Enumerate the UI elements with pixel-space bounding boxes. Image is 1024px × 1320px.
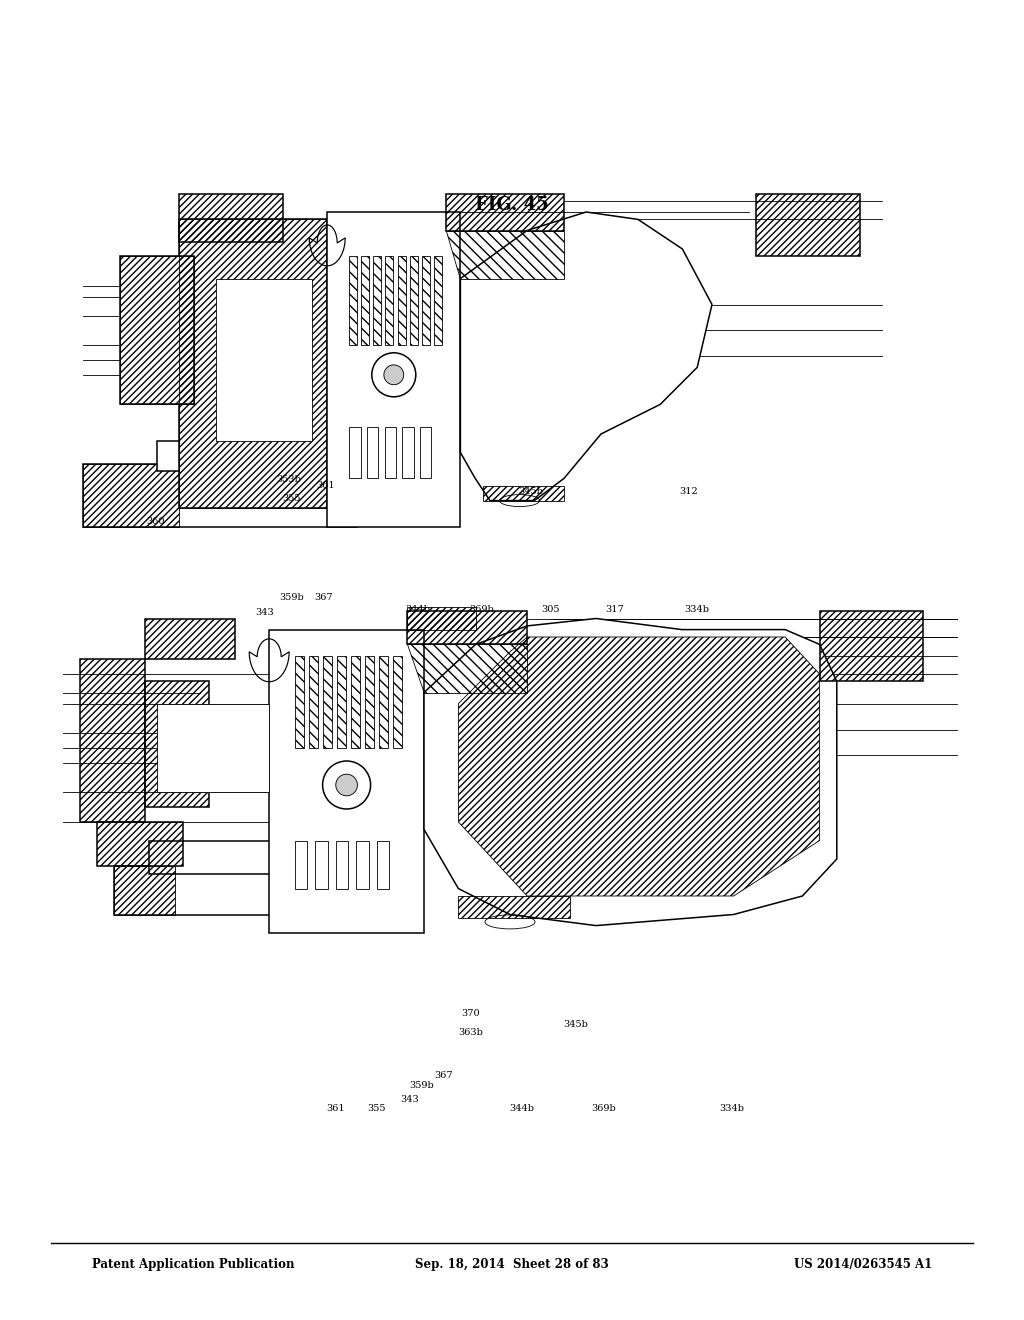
Bar [328,213,461,527]
Bar [385,426,396,478]
Text: 334b: 334b [684,606,709,614]
Bar [157,441,328,471]
Text: 355: 355 [368,1105,386,1113]
Circle shape [384,364,403,384]
Bar [179,219,328,508]
Bar [144,619,234,659]
Bar [148,841,295,874]
Bar [407,607,475,630]
Bar [120,256,194,404]
Bar [367,426,378,478]
Text: 359b: 359b [410,1081,434,1089]
Bar [83,463,356,527]
Text: 370: 370 [462,1010,480,1018]
Text: 360: 360 [146,517,165,525]
Bar [349,426,360,478]
Bar [356,841,369,888]
Bar [361,256,370,346]
Bar [402,426,414,478]
Bar [120,176,860,545]
Text: 312: 312 [679,487,697,495]
Bar [120,256,194,404]
Bar [407,611,527,644]
Text: 363b: 363b [351,475,376,483]
Text: Sep. 18, 2014  Sheet 28 of 83: Sep. 18, 2014 Sheet 28 of 83 [415,1258,609,1271]
Bar [295,656,304,748]
Bar [309,656,318,748]
Text: 361: 361 [316,482,335,490]
Polygon shape [461,213,712,500]
Bar [445,194,564,231]
Bar [115,866,321,915]
Text: 369b: 369b [591,1105,615,1113]
Text: FIG. 44: FIG. 44 [475,647,549,665]
Text: 345b: 345b [518,487,543,495]
Bar [323,656,332,748]
Circle shape [336,775,357,796]
Text: 363b: 363b [459,1028,483,1036]
Bar [379,656,388,748]
Bar [410,256,418,346]
Text: 353b: 353b [276,475,301,483]
Bar [80,659,144,822]
Bar [374,256,382,346]
Text: FIG. 45: FIG. 45 [475,195,549,214]
Bar [397,256,406,346]
Bar [179,219,328,508]
Bar [459,896,570,919]
Bar [83,463,179,527]
Text: 343: 343 [255,609,273,616]
Bar [433,256,441,346]
Text: 305: 305 [542,606,560,614]
Bar [377,841,389,888]
Bar [287,644,407,919]
Bar [385,256,393,346]
Text: 343: 343 [400,1096,419,1104]
Text: 317: 317 [605,606,624,614]
Bar [482,486,564,500]
Bar [269,630,424,933]
Bar [342,231,445,508]
Bar [315,841,328,888]
Text: 344b: 344b [510,1105,535,1113]
Text: 345b: 345b [563,1020,588,1028]
Bar [349,256,357,346]
Text: Patent Application Publication: Patent Application Publication [92,1258,295,1271]
Text: 361: 361 [327,1105,345,1113]
Bar [295,841,307,888]
Bar [422,256,429,346]
Text: 355: 355 [283,495,301,503]
Bar [393,656,402,748]
Text: 367: 367 [434,1072,453,1080]
Bar [336,841,348,888]
Bar [115,866,175,915]
Bar [365,656,374,748]
Bar [97,822,183,866]
Text: 344b: 344b [406,606,430,614]
Bar [80,601,940,970]
Text: 334b: 334b [720,1105,744,1113]
Text: 359b: 359b [280,594,304,602]
Bar [158,704,269,792]
Bar [819,611,923,681]
Bar [179,194,283,242]
Bar [351,656,360,748]
Text: 369b: 369b [469,606,494,614]
Polygon shape [424,619,837,925]
Text: 370: 370 [416,475,434,483]
Bar [216,279,312,441]
Bar [144,681,209,808]
Text: 367: 367 [314,594,333,602]
Bar [757,194,860,256]
Text: US 2014/0263545 A1: US 2014/0263545 A1 [794,1258,932,1271]
Bar [337,656,346,748]
Bar [420,426,431,478]
